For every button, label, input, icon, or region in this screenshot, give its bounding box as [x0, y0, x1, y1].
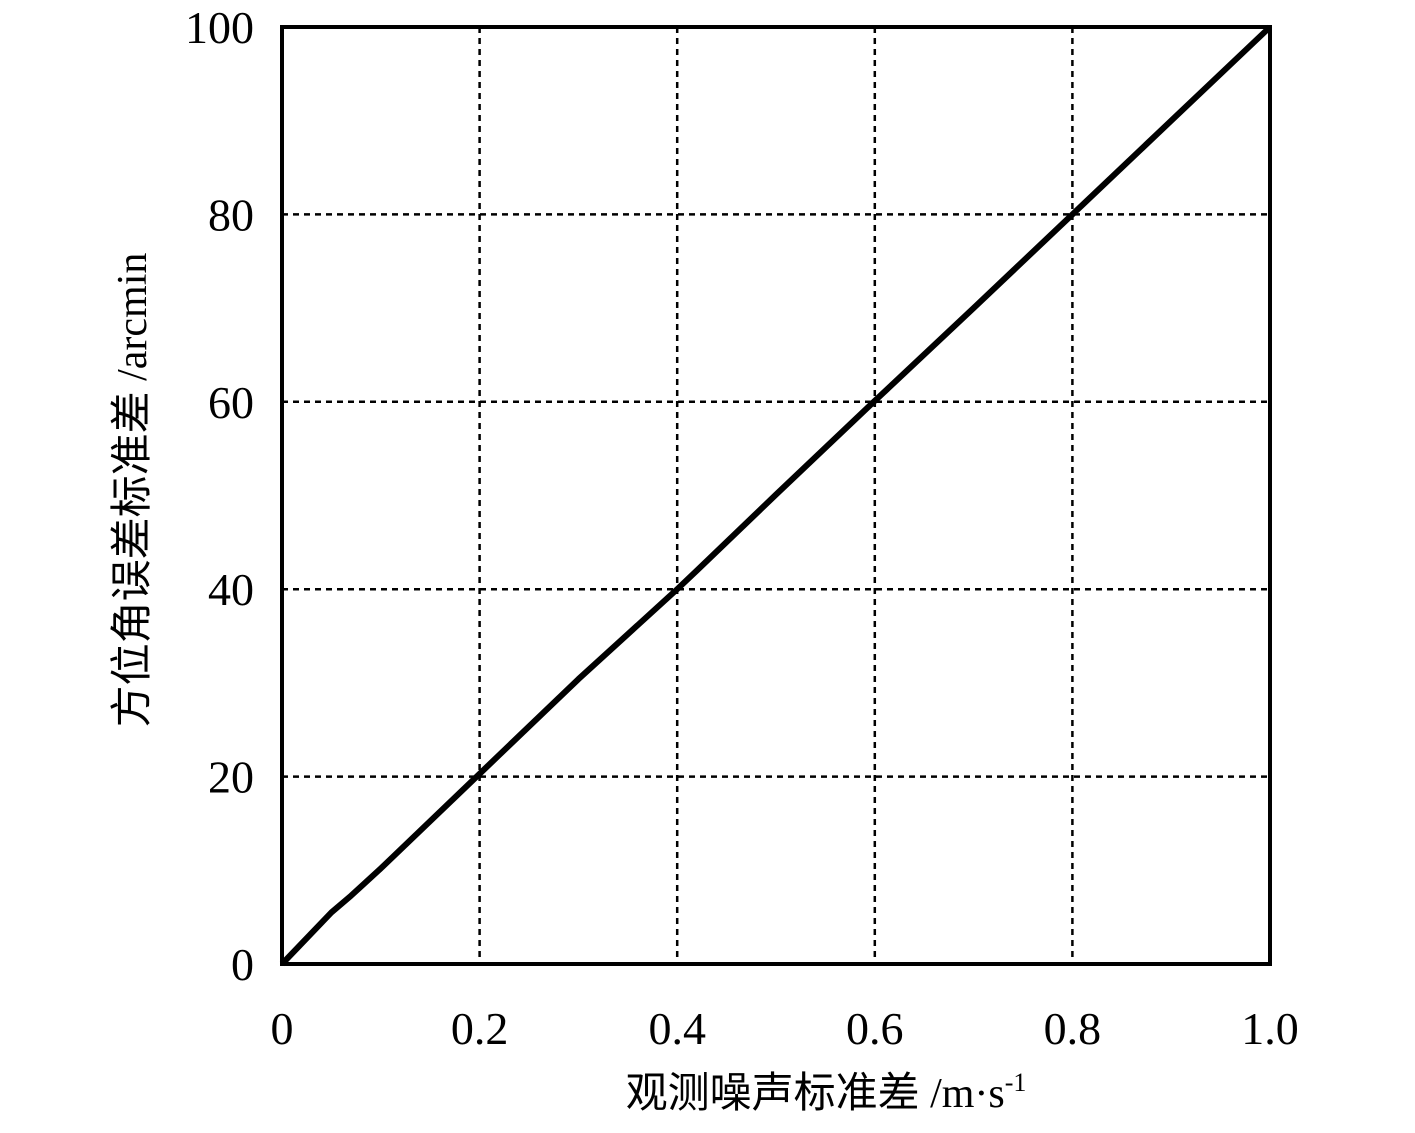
y-tick-label: 100	[185, 2, 254, 53]
plot-frame	[280, 25, 1272, 966]
y-tick-label: 60	[208, 377, 254, 428]
x-tick-label: 0.2	[451, 1003, 509, 1054]
x-axis-label-main: 观测噪声标准差 /m·s	[626, 1071, 1005, 1117]
x-tick-label: 1.0	[1241, 1003, 1299, 1054]
y-tick-label: 0	[231, 939, 254, 990]
y-axis-label: 方位角误差标准差 /arcmin	[109, 253, 156, 728]
x-tick-label: 0.8	[1044, 1003, 1102, 1054]
y-tick-label: 80	[208, 189, 254, 240]
x-tick-label: 0	[271, 1003, 294, 1054]
x-tick-label: 0.6	[846, 1003, 904, 1054]
x-tick-label: 0.4	[648, 1003, 706, 1054]
y-tick-label: 20	[208, 752, 254, 803]
x-axis-label: 观测噪声标准差 /m·s-1	[626, 1068, 1027, 1117]
data-line	[279, 24, 1273, 967]
x-axis-label-sup: -1	[1005, 1068, 1027, 1097]
y-tick-label: 40	[208, 564, 254, 615]
